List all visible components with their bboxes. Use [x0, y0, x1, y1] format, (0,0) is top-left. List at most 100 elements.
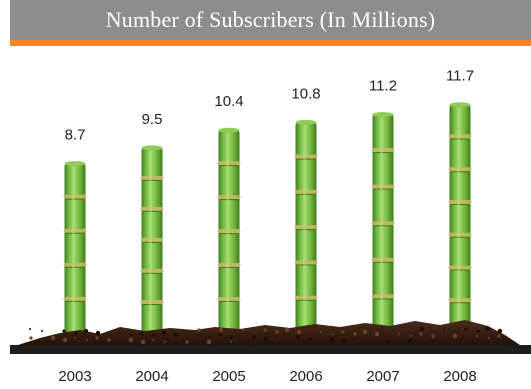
soil-shape: [18, 320, 520, 345]
soil-speck: [419, 332, 423, 336]
stalk-node: [217, 229, 241, 234]
soil-speck: [206, 339, 212, 345]
soil-speck: [308, 337, 312, 341]
soil-speck: [230, 341, 232, 343]
soil-speck: [497, 334, 501, 338]
soil-speck: [353, 332, 357, 336]
stalk-node: [63, 262, 87, 267]
soil-speck: [128, 337, 134, 343]
stalk-node: [140, 206, 164, 211]
soil-speck: [341, 338, 347, 344]
bar-2003: [63, 161, 87, 339]
soil-speck: [74, 331, 78, 335]
soil-speck: [287, 338, 289, 340]
stalk-node: [63, 194, 87, 199]
category-label: 2005: [212, 368, 245, 385]
soil-speck: [95, 336, 99, 340]
bamboo-stalk: [449, 103, 471, 340]
soil-speck: [164, 341, 166, 343]
soil-speck: [41, 330, 43, 332]
stalk-node: [140, 175, 164, 180]
soil-speck: [464, 327, 468, 331]
soil-speck: [209, 336, 211, 338]
bars-group: [63, 102, 472, 340]
category-label: 2008: [443, 368, 476, 385]
stalk-highlight: [149, 150, 152, 331]
bamboo-stalk: [64, 162, 86, 339]
soil-speck: [386, 339, 390, 343]
soil-speck: [353, 338, 355, 340]
soil-speck: [29, 328, 31, 330]
soil-speck: [476, 335, 478, 337]
soil-speck: [365, 340, 367, 342]
soil-speck: [86, 339, 88, 341]
stalk-cap: [372, 112, 394, 117]
soil-speck: [74, 337, 76, 339]
stalk-node: [217, 161, 241, 166]
soil-speck: [185, 340, 189, 344]
stalk-node: [140, 299, 164, 304]
soil-speck: [284, 327, 290, 333]
soil-speck: [83, 328, 89, 334]
value-label: 10.8: [291, 85, 320, 102]
soil-speck: [476, 329, 480, 333]
soil-speck: [431, 334, 435, 338]
soil-speck: [296, 329, 302, 335]
soil-speck: [497, 328, 503, 334]
stalk-node: [217, 263, 241, 268]
soil-speck: [140, 331, 144, 335]
soil-speck: [218, 327, 224, 333]
soil-speck: [152, 333, 156, 337]
stalk-highlight: [303, 125, 306, 331]
stalk-node: [448, 134, 472, 139]
value-label: 8.7: [65, 126, 86, 143]
category-label: 2003: [58, 368, 91, 385]
soil-speck: [131, 334, 133, 336]
soil-speck: [431, 340, 433, 342]
soil-speck: [140, 339, 146, 345]
stalk-node: [448, 199, 472, 204]
soil-speck: [50, 335, 56, 341]
value-labels-group: 8.7 9.5 10.4 10.8 11.2 11.7: [65, 68, 474, 144]
category-label: 2004: [135, 368, 168, 385]
soil-speck: [107, 338, 111, 342]
bar-2008: [448, 102, 472, 340]
title-bar: Number of Subscribers (In Millions): [10, 0, 531, 40]
soil-speck: [419, 326, 425, 332]
stalk-node: [217, 195, 241, 200]
stalk-cap: [218, 127, 240, 133]
soil-speck: [29, 336, 33, 340]
stalk-cap: [64, 161, 86, 166]
soil-speck: [152, 339, 154, 341]
soil-speck: [230, 335, 234, 339]
baseline: [10, 345, 531, 354]
soil-speck: [320, 331, 322, 333]
soil-speck: [407, 338, 413, 344]
stalk-node: [448, 232, 472, 237]
soil-speck: [197, 328, 201, 332]
stalk-node: [217, 297, 241, 302]
bar-2004: [140, 145, 164, 339]
stalk-highlight: [72, 166, 75, 331]
category-label: 2007: [366, 368, 399, 385]
stalk-cap: [295, 119, 317, 125]
soil-speck: [173, 332, 179, 338]
stalk-node: [294, 260, 318, 265]
stalk-node: [294, 225, 318, 230]
soil-speck: [251, 334, 257, 340]
stalk-node: [371, 184, 395, 189]
soil-speck: [362, 329, 368, 335]
soil-speck: [275, 336, 277, 338]
stalk-node: [63, 228, 87, 233]
stalk-node: [371, 148, 395, 153]
stalk-highlight: [380, 117, 383, 331]
bar-2006: [294, 119, 318, 339]
stalk-node: [140, 237, 164, 242]
soil-speck: [296, 335, 300, 339]
value-label: 9.5: [142, 111, 163, 128]
soil-speck: [263, 336, 269, 342]
stalk-node: [371, 221, 395, 226]
stalk-node: [294, 189, 318, 194]
soil-speck: [119, 332, 121, 334]
category-labels-group: 2003 2004 2005 2006 2007 2008: [58, 368, 476, 385]
